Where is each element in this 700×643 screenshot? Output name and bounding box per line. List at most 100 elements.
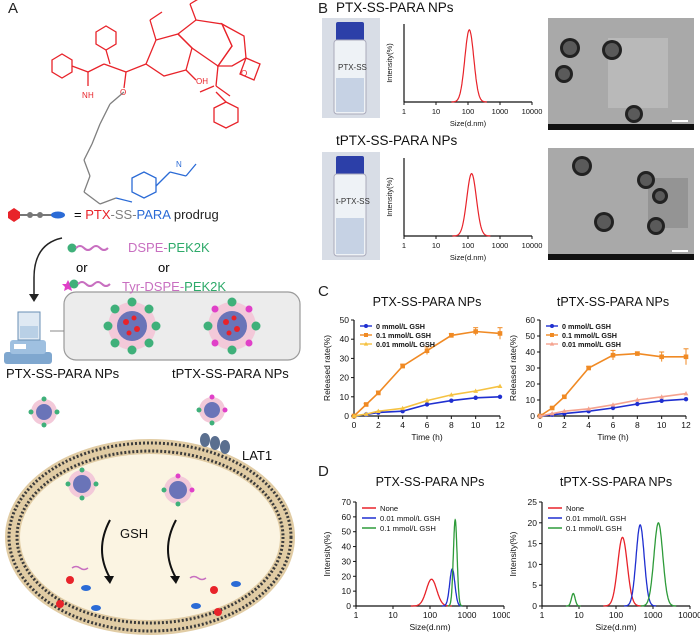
vial-photo-1: PTX-SS <box>322 18 380 118</box>
y-tick-label: 30 <box>526 363 536 373</box>
y-axis-title: Intensity(%) <box>385 177 394 217</box>
para-nh: N <box>176 160 182 169</box>
tem-image-2 <box>548 148 694 260</box>
x-tick-label: 10 <box>471 420 481 430</box>
x-tick-label: 1 <box>354 610 359 620</box>
data-point <box>586 406 592 411</box>
data-point <box>683 391 689 396</box>
x-tick-label: 10000 <box>522 241 543 250</box>
np1-label: PTX-SS-PARA NPs <box>6 366 120 381</box>
dls-curve <box>603 536 642 607</box>
x-tick-label: 0 <box>352 420 357 430</box>
release-line <box>353 385 501 417</box>
lat1-label: LAT1 <box>242 448 273 463</box>
x-tick-label: 10 <box>432 107 440 116</box>
data-point <box>424 402 430 407</box>
data-point <box>424 398 430 403</box>
or-label-1: or <box>76 260 88 275</box>
legend-label: None <box>566 504 584 513</box>
lat1-transporter <box>200 433 230 454</box>
x-axis-title: Size(d.nm) <box>595 622 636 632</box>
x-tick-label: 10 <box>432 241 440 250</box>
data-point <box>400 405 406 411</box>
y-axis-title: Released rate(%) <box>322 335 332 401</box>
data-point <box>449 333 454 338</box>
data-point <box>424 348 430 354</box>
chart-title: PTX-SS-PARA NPs <box>376 476 485 489</box>
y-tick-label: 60 <box>342 512 352 522</box>
x-tick-label: 10 <box>388 610 398 620</box>
x-tick-label: 8 <box>635 420 640 430</box>
y-tick-label: 5 <box>532 580 537 590</box>
legend-label: 0.1 mmol/L GSH <box>380 524 436 533</box>
y-axis-title: Intensity(%) <box>385 43 394 83</box>
x-tick-label: 1000 <box>458 610 477 620</box>
legend-label: 0.01 mmol/L GSH <box>380 514 440 523</box>
legend-marker <box>363 341 369 346</box>
panel-label-c: C <box>318 283 329 300</box>
data-point <box>586 365 591 371</box>
x-tick-label: 12 <box>495 420 505 430</box>
data-point <box>449 398 454 403</box>
x-tick-label: 4 <box>586 420 591 430</box>
y-tick-label: 0 <box>532 601 537 611</box>
chart-b-dls-1: 1 10 100 1000 10000 Size(d.nm) Intensity(%) <box>385 24 542 128</box>
dls-curve <box>640 521 677 607</box>
data-point <box>363 402 369 407</box>
dls-curve <box>410 578 452 607</box>
legend-marker <box>364 324 368 328</box>
equals-sign: = <box>74 207 82 222</box>
data-point <box>400 363 405 369</box>
n-atom: N <box>82 91 88 100</box>
dash-2: - <box>132 207 137 222</box>
legend-label: 0 mmol/L GSH <box>376 322 425 331</box>
x-tick-label: 10 <box>657 420 667 430</box>
dls-curve <box>452 172 491 237</box>
prodrug-equation: = PTX-SS-PARA prodrug <box>74 207 219 222</box>
x-axis-title: Size(d.nm) <box>409 622 450 632</box>
data-point <box>610 402 616 407</box>
x-tick-label: 10000 <box>492 610 510 620</box>
legend-marker <box>364 333 368 337</box>
benzoate-ring <box>213 101 239 129</box>
data-point <box>473 388 479 393</box>
chart-title: PTX-SS-PARA NPs <box>373 296 482 309</box>
legend-label: 0.1 mmol/L GSH <box>562 331 617 340</box>
y-tick-label: 70 <box>342 497 352 507</box>
legend-marker <box>549 341 555 346</box>
data-point <box>549 411 555 416</box>
x-tick-label: 2 <box>562 420 567 430</box>
x-tick-label: 10000 <box>678 610 700 620</box>
vial-1-text: PTX-SS <box>338 63 367 72</box>
chart-d-dls-2: tPTX-SS-PARA NPs 0 5 10 15 20 25 1 10 100 1000 1000… <box>508 476 700 632</box>
x-tick-label: 0 <box>538 420 543 430</box>
y-tick-label: 60 <box>526 315 536 325</box>
legend-label: 0.1 mmol/L GSH <box>566 524 622 533</box>
x-tick-label: 10 <box>574 610 584 620</box>
dash-5: - <box>179 279 185 294</box>
legend-marker <box>550 333 554 337</box>
balance-icon <box>4 311 52 364</box>
dspe-text-2: DSPE <box>144 279 180 294</box>
y-tick-label: 0 <box>530 411 535 421</box>
y-axis-title: Intensity(%) <box>508 531 518 576</box>
y-tick-label: 20 <box>342 571 352 581</box>
b-title-1: PTX-SS-PARA NPs <box>336 0 454 15</box>
dspe-pek-icon <box>67 243 109 253</box>
y-tick-label: 40 <box>526 347 536 357</box>
x-axis-title: Time (h) <box>411 432 442 442</box>
chart-d-dls-1: PTX-SS-PARA NPs 0 10 20 30 40 50 60 70 1 10 100 1000… <box>322 476 510 632</box>
x-axis-title: Time (h) <box>597 432 628 442</box>
y-tick-label: 10 <box>342 586 352 596</box>
legend-label: 0.01 mmol/L GSH <box>376 340 435 349</box>
or-label-2: or <box>158 260 170 275</box>
data-point <box>497 394 503 399</box>
tyr-dspe-pek-label: Tyr-DSPE-PEK2K <box>122 279 226 294</box>
x-tick-label: 1000 <box>492 241 509 250</box>
np2-label: tPTX-SS-PARA NPs <box>172 366 289 381</box>
dls-curve <box>451 29 487 103</box>
data-point <box>549 405 555 411</box>
np-targeted <box>203 297 261 355</box>
data-point <box>473 395 478 400</box>
y-tick-label: 50 <box>526 331 536 341</box>
